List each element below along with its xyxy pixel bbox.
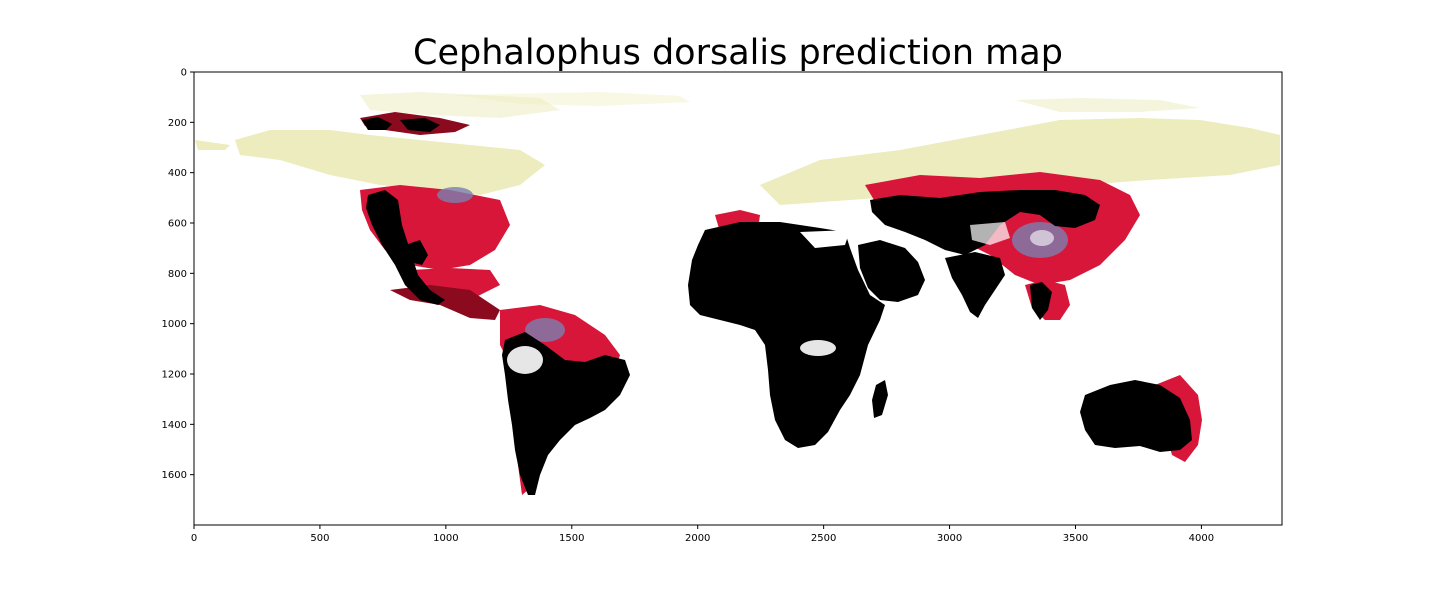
y-tick-label: 800: [168, 269, 187, 280]
plot-frame: [193, 71, 1283, 526]
y-tick-label: 0: [181, 68, 187, 79]
high-suitability-zones: [362, 117, 1192, 495]
x-tick-label: 4000: [1189, 533, 1214, 544]
y-axis: 0 200 400 600 800 1000 1200 1400 1600: [162, 68, 194, 481]
x-tick-label: 500: [310, 533, 329, 544]
x-tick-label: 0: [191, 533, 197, 544]
x-axis: 0 500 1000 1500 2000 2500 3000 3500 4000: [191, 525, 1214, 544]
y-tick-label: 1400: [162, 420, 187, 431]
x-tick-label: 3000: [937, 533, 962, 544]
no-suitability-patches: [507, 222, 1054, 374]
low-suitability-zones: [195, 92, 1280, 205]
x-tick-label: 1500: [559, 533, 584, 544]
x-tick-label: 2500: [811, 533, 836, 544]
y-tick-label: 1200: [162, 370, 187, 381]
y-tick-label: 400: [168, 168, 187, 179]
x-tick-label: 3500: [1063, 533, 1088, 544]
y-tick-label: 200: [168, 118, 187, 129]
y-tick-label: 1600: [162, 470, 187, 481]
world-map-raster: [195, 92, 1280, 495]
y-tick-label: 600: [168, 219, 187, 230]
chart-title: Cephalophus dorsalis prediction map: [413, 33, 1063, 73]
x-tick-label: 1000: [433, 533, 458, 544]
y-tick-label: 1000: [162, 319, 187, 330]
x-tick-label: 2000: [685, 533, 710, 544]
